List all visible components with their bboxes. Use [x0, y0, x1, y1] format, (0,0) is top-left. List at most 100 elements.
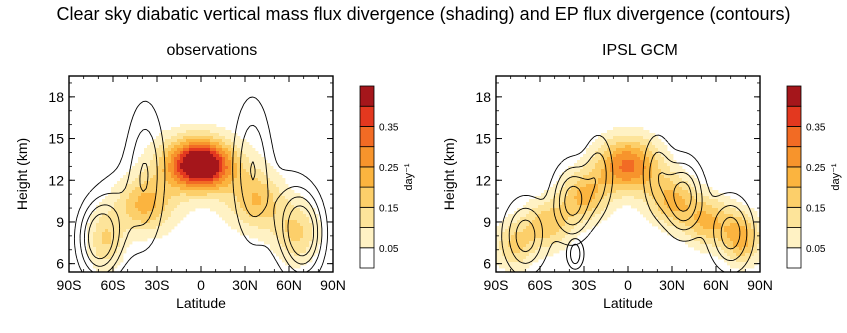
shading-cell: [556, 238, 560, 242]
shading-cell: [240, 142, 244, 146]
shading-cell: [117, 262, 121, 266]
shading-cell: [697, 241, 701, 245]
shading-cell: [126, 184, 130, 188]
shading-cell: [132, 175, 136, 179]
shading-cell: [625, 139, 629, 143]
shading-cell: [496, 232, 500, 236]
shading-cell: [174, 196, 178, 200]
shading-cell: [532, 199, 536, 203]
shading-cell: [135, 223, 139, 227]
shading-cell: [742, 226, 746, 230]
shading-cell: [607, 208, 611, 212]
shading-cell: [553, 226, 557, 230]
shading-cell: [496, 253, 500, 257]
shading-cell: [261, 193, 265, 197]
shading-cell: [228, 178, 232, 182]
shading-cell: [535, 217, 539, 221]
shading-cell: [706, 250, 710, 254]
shading-cell: [162, 217, 166, 221]
shading-cell: [607, 172, 611, 176]
shading-cell: [709, 238, 713, 242]
shading-cell: [577, 175, 581, 179]
shading-cell: [183, 181, 187, 185]
shading-cell: [225, 211, 229, 215]
shading-cell: [643, 133, 647, 137]
shading-cell: [730, 220, 734, 224]
shading-cell: [649, 133, 653, 137]
shading-cell: [679, 211, 683, 215]
shading-cell: [213, 202, 217, 206]
shading-cell: [276, 226, 280, 230]
shading-cell: [628, 151, 632, 155]
shading-cell: [733, 253, 737, 257]
shading-cell: [294, 265, 298, 269]
shading-cell: [114, 229, 118, 233]
shading-cell: [165, 142, 169, 146]
shading-cell: [147, 175, 151, 179]
shading-cell: [144, 238, 148, 242]
shading-cell: [186, 178, 190, 182]
shading-cell: [610, 154, 614, 158]
shading-cell: [135, 238, 139, 242]
shading-cell: [294, 229, 298, 233]
shading-cell: [213, 205, 217, 209]
shading-cell: [520, 235, 524, 239]
shading-cell: [108, 223, 112, 227]
shading-cell: [273, 181, 277, 185]
shading-cell: [234, 169, 238, 173]
shading-cell: [159, 160, 163, 164]
shading-cell: [715, 232, 719, 236]
shading-cell: [511, 226, 515, 230]
shading-cell: [589, 202, 593, 206]
shading-cell: [676, 178, 680, 182]
shading-cell: [204, 178, 208, 182]
shading-cell: [147, 202, 151, 206]
shading-cell: [117, 211, 121, 215]
shading-cell: [300, 220, 304, 224]
shading-cell: [625, 166, 629, 170]
shading-cell: [691, 232, 695, 236]
shading-cell: [192, 202, 196, 206]
shading-cell: [562, 202, 566, 206]
shading-cell: [598, 136, 602, 140]
shading-cell: [228, 133, 232, 137]
shading-cell: [231, 214, 235, 218]
shading-cell: [129, 220, 133, 224]
shading-cell: [168, 148, 172, 152]
shading-cell: [628, 175, 632, 179]
shading-cell: [694, 196, 698, 200]
shading-cell: [730, 235, 734, 239]
shading-cell: [616, 193, 620, 197]
shading-cell: [204, 181, 208, 185]
shading-cell: [613, 187, 617, 191]
shading-cell: [505, 256, 509, 260]
shading-cell: [147, 214, 151, 218]
shading-cell: [174, 142, 178, 146]
shading-cell: [267, 205, 271, 209]
shading-cell: [93, 235, 97, 239]
shading-cell: [117, 190, 121, 194]
shading-cell: [258, 193, 262, 197]
shading-cell: [282, 241, 286, 245]
shading-cell: [207, 196, 211, 200]
shading-cell: [189, 199, 193, 203]
shading-cell: [222, 196, 226, 200]
shading-cell: [673, 217, 677, 221]
shading-cell: [165, 154, 169, 158]
shading-cell: [652, 220, 656, 224]
shading-cell: [643, 160, 647, 164]
shading-cell: [297, 223, 301, 227]
shading-cell: [610, 202, 614, 206]
shading-cell: [111, 214, 115, 218]
shading-cell: [198, 148, 202, 152]
shading-cell: [156, 208, 160, 212]
shading-cell: [691, 187, 695, 191]
shading-cell: [727, 262, 731, 266]
shading-cell: [102, 208, 106, 212]
shading-cell: [180, 133, 184, 137]
shading-cell: [601, 184, 605, 188]
shading-cell: [267, 169, 271, 173]
shading-cell: [300, 247, 304, 251]
shading-cell: [288, 223, 292, 227]
shading-cell: [159, 190, 163, 194]
